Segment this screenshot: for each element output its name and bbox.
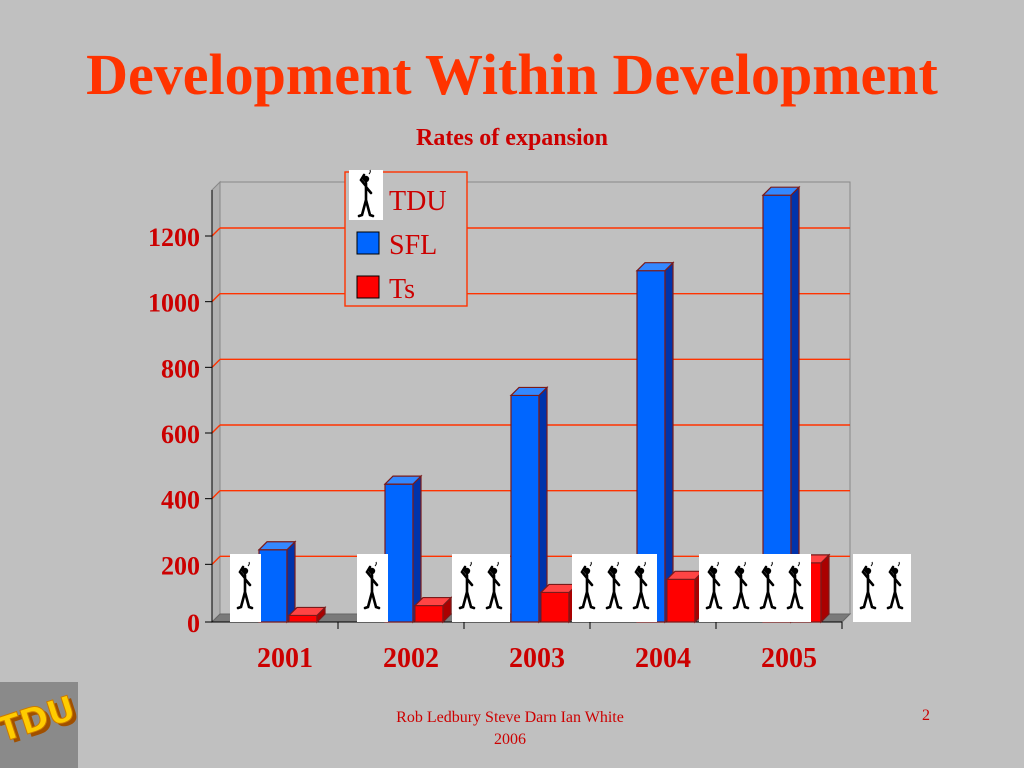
x-tick-label-2001: 2001 — [257, 643, 313, 674]
gridline-side — [211, 555, 221, 565]
axes: 0 200 400 600 800 1000 1200 2001 2002 2003 2004 200… — [148, 190, 843, 674]
bar-ts-2001 — [287, 605, 327, 624]
gridline-side — [211, 227, 221, 237]
footer-year: 2006 — [494, 731, 526, 748]
page-number: 2 — [922, 707, 930, 724]
gridline-side — [211, 424, 221, 434]
x-tick-label-2003: 2003 — [509, 643, 565, 674]
legend-item-ts: Ts — [356, 274, 415, 305]
legend-swatch — [356, 275, 380, 299]
y-tick-label: 0 — [187, 609, 200, 638]
legend-item-sfl: SFL — [356, 230, 437, 261]
bar-chart: 0 200 400 600 800 1000 1200 2001 2002 2003 2004 200… — [148, 168, 911, 674]
legend: TDU SFL Ts — [344, 168, 468, 307]
bar-sfl-2005 — [761, 185, 801, 624]
legend-item-tdu: TDU — [349, 168, 447, 220]
legend-label: TDU — [389, 186, 447, 217]
tdu-marker-2002 — [357, 554, 388, 622]
bar-ts-2003 — [539, 583, 579, 624]
tdu-marker-2001 — [230, 554, 261, 622]
side-wall — [211, 180, 221, 624]
chart-title: Rates of expansion — [415, 125, 608, 151]
slide-title: Development Within Development — [86, 42, 938, 107]
x-tick-label-2005: 2005 — [761, 643, 817, 674]
gridline-side — [211, 490, 221, 500]
logo-background — [0, 682, 78, 768]
tdu-marker-extra — [853, 554, 911, 622]
legend-label: Ts — [389, 274, 415, 305]
y-tick-label: 1200 — [148, 223, 200, 252]
footer: Rob Ledbury Steve Darn Ian White 2006 — [330, 707, 690, 751]
bar-sfl-2003 — [509, 386, 549, 624]
tdu-marker-2003 — [452, 554, 510, 622]
tdu-marker-2004 — [572, 554, 657, 622]
y-tick-label: 600 — [161, 420, 200, 449]
legend-label: SFL — [389, 230, 437, 261]
bar-sfl-2001 — [257, 540, 297, 624]
x-tick-label-2002: 2002 — [383, 643, 439, 674]
tdu-markers — [230, 554, 911, 622]
gridline-side — [211, 358, 221, 368]
gridline-side — [211, 293, 221, 303]
tdu-logo: TDU TDU — [0, 682, 80, 768]
x-tick-label-2004: 2004 — [635, 643, 691, 674]
bar-sfl-2002 — [383, 474, 423, 624]
y-tick-label: 400 — [161, 486, 200, 515]
footer-authors: Rob Ledbury Steve Darn Ian White — [396, 709, 624, 726]
y-tick-label: 200 — [161, 551, 200, 580]
bar-ts-2004 — [665, 569, 705, 624]
legend-swatch — [356, 231, 380, 255]
tdu-marker-2005 — [699, 554, 811, 622]
bar-ts-2002 — [413, 596, 453, 624]
y-tick-label: 1000 — [148, 289, 200, 318]
y-tick-label: 800 — [161, 354, 200, 383]
